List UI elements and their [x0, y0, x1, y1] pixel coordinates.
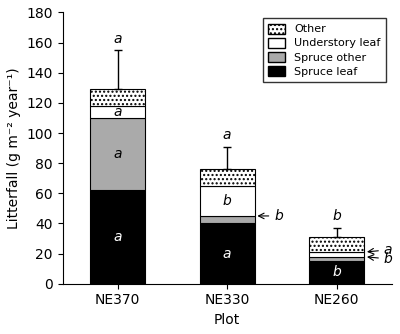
Text: b: b — [368, 252, 393, 266]
Text: a: a — [113, 230, 122, 244]
X-axis label: Plot: Plot — [214, 313, 240, 327]
Bar — [200, 186, 254, 216]
Text: b: b — [223, 194, 232, 208]
Text: a: a — [113, 147, 122, 161]
Text: a: a — [223, 246, 231, 261]
Text: a: a — [113, 105, 122, 119]
Bar — [309, 261, 364, 284]
Text: a: a — [368, 243, 392, 257]
Text: b: b — [258, 209, 283, 223]
Bar — [309, 257, 364, 261]
Bar — [200, 223, 254, 284]
Text: a: a — [113, 32, 122, 46]
Legend: Other, Understory leaf, Spruce other, Spruce leaf: Other, Understory leaf, Spruce other, Sp… — [263, 18, 386, 82]
Bar — [309, 252, 364, 257]
Bar — [90, 118, 145, 190]
Bar — [90, 106, 145, 118]
Text: b: b — [332, 209, 341, 223]
Bar — [90, 89, 145, 106]
Text: b: b — [332, 266, 341, 280]
Y-axis label: Litterfall (g m⁻² year⁻¹): Litterfall (g m⁻² year⁻¹) — [7, 67, 21, 229]
Bar — [200, 169, 254, 186]
Bar — [90, 190, 145, 284]
Text: a: a — [223, 128, 231, 142]
Bar — [309, 237, 364, 252]
Bar — [200, 216, 254, 223]
